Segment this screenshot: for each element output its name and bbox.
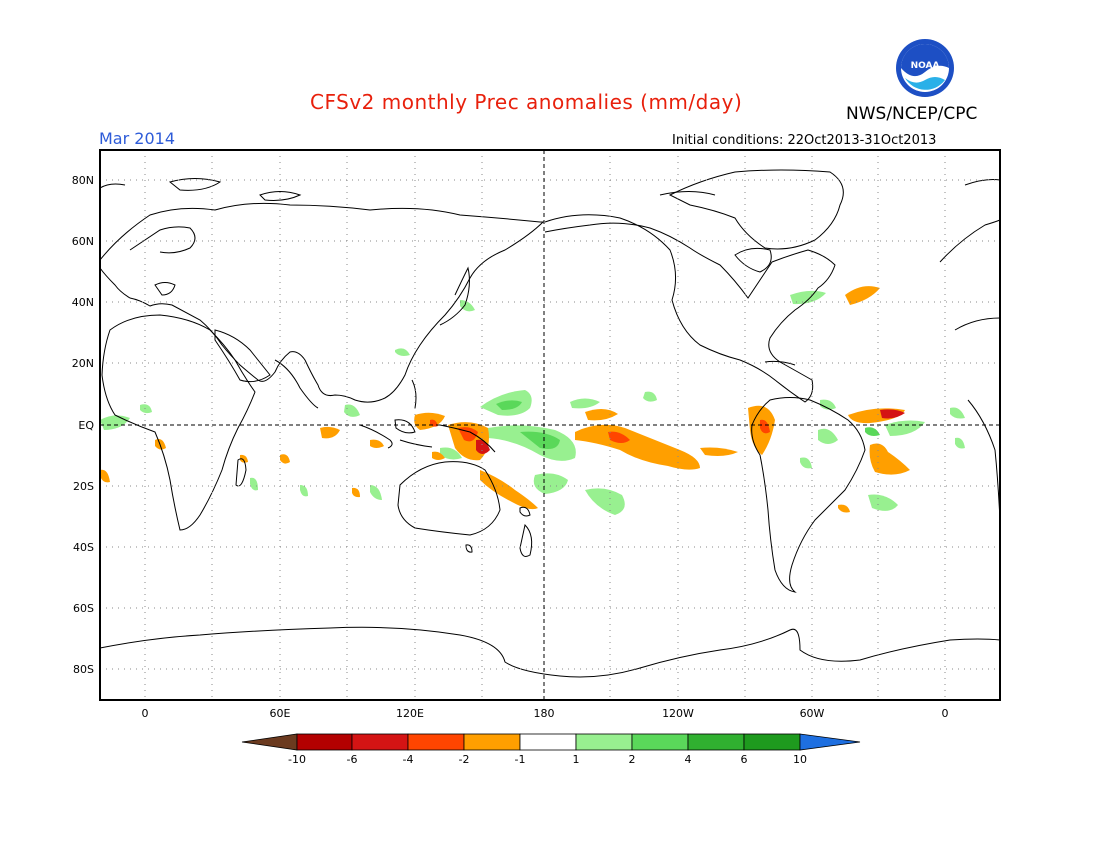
colorbar: [241, 733, 861, 751]
colorbar-label: -4: [403, 753, 414, 766]
colorbar-low-arrow: [241, 733, 298, 751]
noaa-logo-text: NOAA: [911, 61, 940, 71]
colorbar-bin: [351, 733, 409, 751]
colorbar-label: 1: [573, 753, 580, 766]
colorbar-high-arrow: [799, 733, 861, 751]
lon-label: 0: [942, 707, 949, 720]
colorbar-label: -2: [459, 753, 470, 766]
australia-outline: [397, 461, 501, 536]
lat-label: 20S: [73, 480, 94, 493]
lat-label: 40N: [72, 296, 94, 309]
colorbar-bin: [407, 733, 465, 751]
valid-month-label: Mar 2014: [99, 129, 175, 148]
colorbar-bin: [743, 733, 801, 751]
lat-label: 60N: [72, 235, 94, 248]
lat-label: 60S: [73, 602, 94, 615]
chart-title: CFSv2 monthly Prec anomalies (mm/day): [310, 90, 743, 114]
lon-label: 120E: [396, 707, 424, 720]
lon-label: 120W: [662, 707, 694, 720]
eurasia-outline: [99, 202, 545, 403]
lon-label: 180: [534, 707, 555, 720]
organization-label: NWS/NCEP/CPC: [846, 104, 978, 124]
noaa-logo: NOAA: [896, 39, 954, 97]
graticule: [100, 150, 1000, 700]
colorbar-bin: [519, 733, 577, 751]
lon-label: 60W: [800, 707, 825, 720]
lat-label: 80N: [72, 174, 94, 187]
map-frame: [99, 149, 1001, 701]
colorbar-bin: [687, 733, 745, 751]
lon-label: 60E: [270, 707, 291, 720]
anomaly-shading: [100, 286, 965, 515]
colorbar-label: -1: [515, 753, 526, 766]
colorbar-bin: [296, 733, 353, 751]
colorbar-bin: [575, 733, 633, 751]
coastlines: [99, 169, 1001, 678]
lat-label: EQ: [78, 419, 94, 432]
antarctica-outline: [99, 626, 1001, 678]
lat-label: 40S: [73, 541, 94, 554]
colorbar-label: 2: [629, 753, 636, 766]
longitude-labels: 0 60E 120E 180 120W 60W 0: [142, 707, 949, 720]
colorbar-bin: [631, 733, 689, 751]
lat-label: 80S: [73, 663, 94, 676]
colorbar-label: 4: [685, 753, 692, 766]
north-america-outline: [544, 214, 836, 403]
colorbar-label: -6: [347, 753, 358, 766]
colorbar-labels: -10 -6 -4 -2 -1 1 2 4 6 10: [288, 753, 807, 766]
south-america-outline: [751, 397, 866, 593]
colorbar-label: 6: [741, 753, 748, 766]
orange-patch-tropical-pacific: [575, 424, 700, 470]
latitude-labels: 80N 60N 40N 20N EQ 20S 40S 60S 80S: [72, 174, 95, 676]
lat-label: 20N: [72, 357, 94, 370]
lon-label: 0: [142, 707, 149, 720]
colorbar-label: 10: [793, 753, 807, 766]
colorbar-bin: [463, 733, 521, 751]
initial-conditions-label: Initial conditions: 22Oct2013-31Oct2013: [672, 133, 937, 148]
africa-outline: [101, 314, 256, 531]
colorbar-label: -10: [288, 753, 306, 766]
